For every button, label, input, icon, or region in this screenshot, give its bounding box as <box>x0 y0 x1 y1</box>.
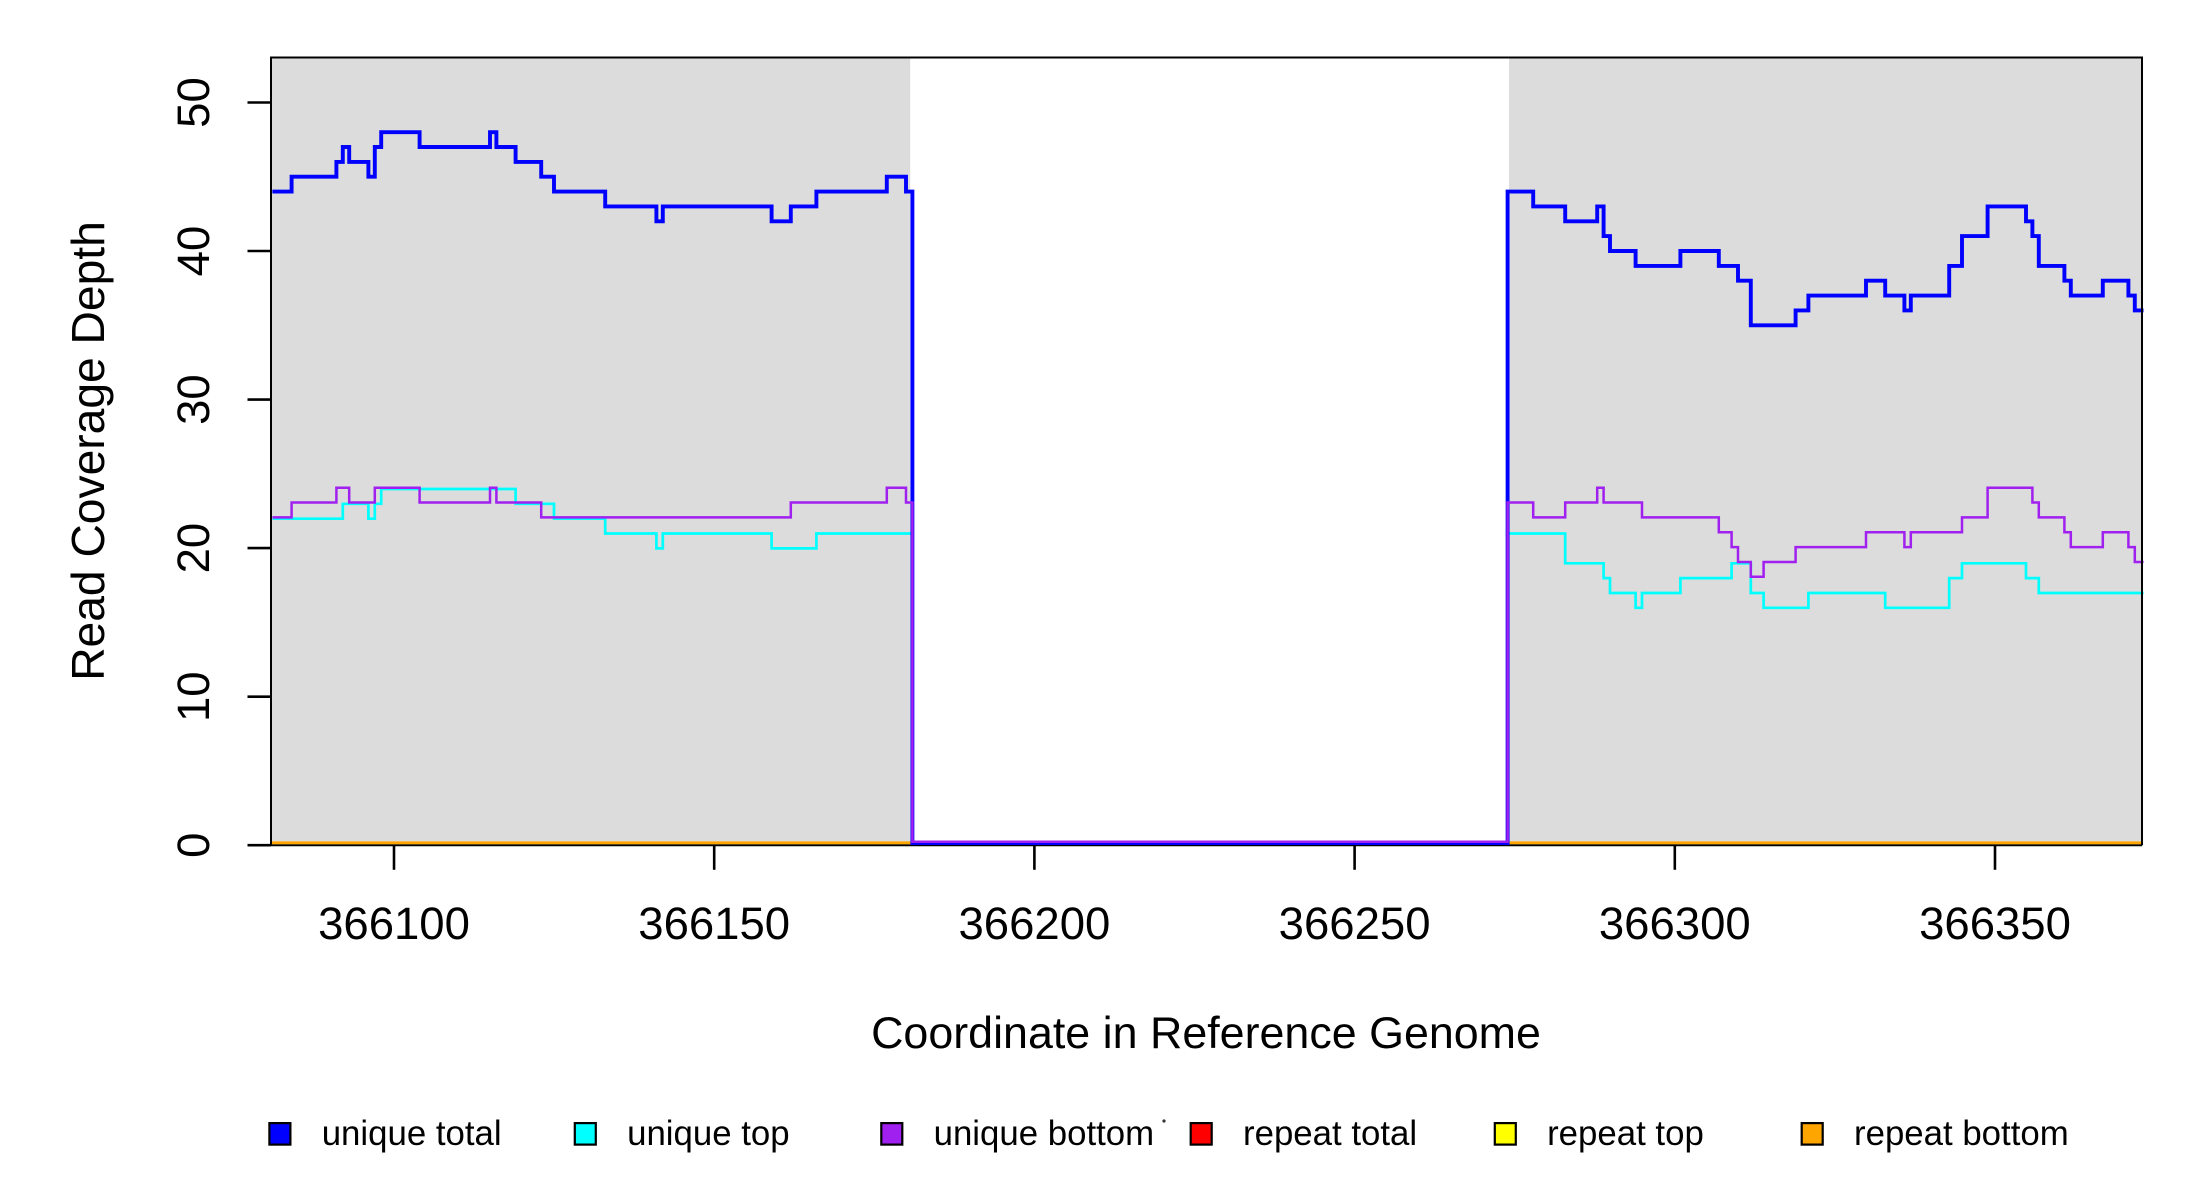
svg-text:Read Coverage Depth: Read Coverage Depth <box>62 221 114 681</box>
svg-text:366300: 366300 <box>1599 898 1751 949</box>
svg-text:repeat top: repeat top <box>1547 1114 1704 1153</box>
svg-text:unique top: unique top <box>627 1114 790 1153</box>
svg-text:unique bottom: unique bottom <box>934 1114 1155 1153</box>
svg-text:366250: 366250 <box>1279 898 1431 949</box>
svg-text:repeat bottom: repeat bottom <box>1854 1114 2069 1153</box>
svg-text:repeat total: repeat total <box>1243 1114 1417 1153</box>
svg-text:366100: 366100 <box>318 898 470 949</box>
svg-text:10: 10 <box>168 671 219 722</box>
svg-text:30: 30 <box>168 374 219 425</box>
svg-text:366200: 366200 <box>958 898 1110 949</box>
svg-text:0: 0 <box>168 833 219 858</box>
svg-text:Coordinate in Reference Genome: Coordinate in Reference Genome <box>871 1008 1541 1058</box>
svg-text:40: 40 <box>168 226 219 277</box>
svg-text:unique total: unique total <box>322 1114 502 1153</box>
svg-text:366150: 366150 <box>638 898 790 949</box>
svg-text:366350: 366350 <box>1919 898 2071 949</box>
svg-text:50: 50 <box>168 77 219 128</box>
svg-text:20: 20 <box>168 523 219 574</box>
